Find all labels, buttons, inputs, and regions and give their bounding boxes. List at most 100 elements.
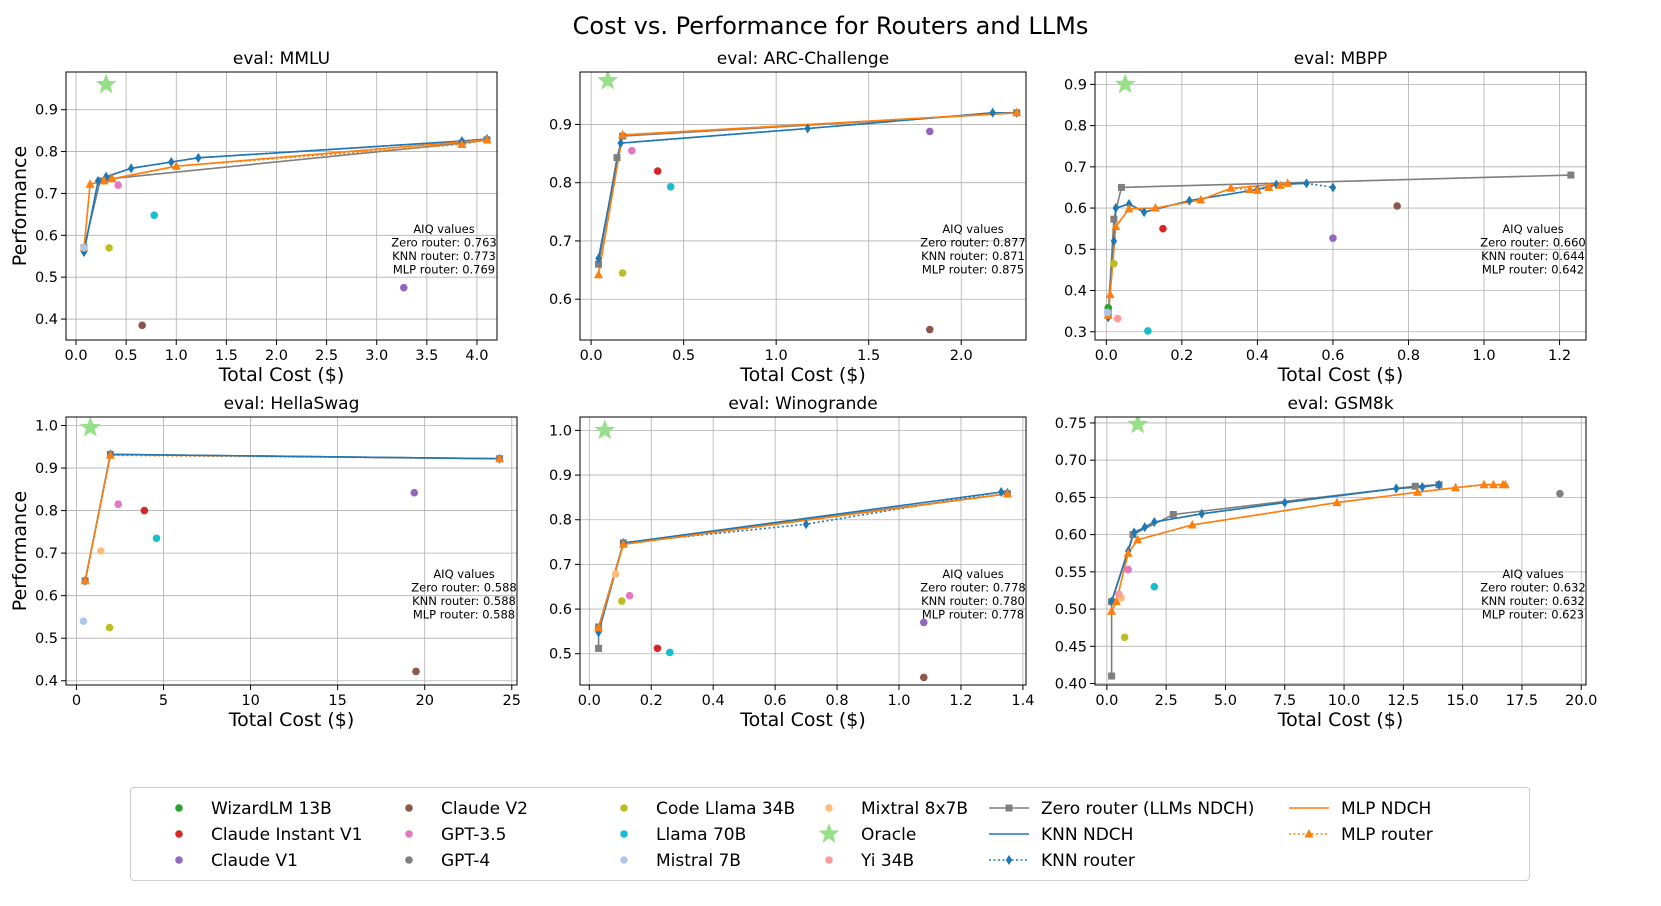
legend-item-claude-v2-marker [405,804,413,812]
chart-5-ytick-label: 0.75 [1055,416,1087,432]
chart-2-mlp-router-point [1283,178,1293,187]
chart-5-llm-point-yi-34b [1114,590,1123,598]
chart-5-knn-router-point [1198,508,1205,519]
chart-5-mlp-router-point [1187,519,1197,529]
chart-2-mlp-router-point [1111,221,1121,231]
chart-3-xtick-label: 10 [241,693,259,709]
legend-item-llama-70b-label: Llama 70B [656,825,746,845]
chart-4-xtick-label: 0.6 [764,693,787,709]
chart-4-xlabel: Total Cost ($) [739,709,866,731]
chart-5-knn-router-point [1130,527,1138,538]
chart-1-mlp-router-point [618,129,628,139]
legend-item-mixtral-8x7b-marker [825,804,833,812]
chart-0-mlp-router-point [457,139,467,148]
chart-2-mlp-router-point [1124,203,1134,213]
chart-4-ytick-label: 0.6 [549,602,572,618]
chart-2-xtick-label: 1.2 [1548,348,1571,364]
legend-item-gpt-4-marker [405,856,413,864]
legend-item-claude-v1-label: Claude V1 [211,851,298,871]
legend-item-claude-v1-marker [175,856,183,864]
legend-item-mlp-ndch-label: MLP NDCH [1341,799,1431,819]
legend-item-mlp-router: MLP router [1289,825,1433,845]
chart-5-mlp-router-point [1413,487,1423,496]
chart-5-llm-point-gpt-3-5 [1124,565,1133,574]
chart-2-knn-router-point [1303,178,1310,189]
subplot-mbpp: 0.0 0.2 0.4 0.6 0.8 1.0 1.2 0.3 0.4 0.5 0.6 0.7 0.8 0… [1064,49,1587,386]
chart-3-ytick-label: 1.0 [35,419,58,435]
legend-item-zero-router-llms-ndch--marker [1005,804,1013,812]
chart-0-aiq-knn: KNN router: 0.773 [392,249,496,263]
chart-4-mlp-router-point [618,539,628,548]
chart-1-aiq-mlp: MLP router: 0.875 [922,262,1024,276]
chart-5-data-layer [1107,417,1564,680]
chart-4-xtick-label: 1.4 [1011,693,1034,709]
chart-0-aiq-mlp: MLP router: 0.769 [393,262,495,276]
chart-0-ytick-label: 0.5 [35,270,58,286]
chart-3-mlp-router-point [495,453,505,463]
chart-5-mlp-router-point [1488,479,1498,489]
subplot-winogrande: 0.0 0.2 0.4 0.6 0.8 1.0 1.2 1.4 0.5 0.6 0.7 0.8 0.9 1… [549,394,1034,731]
chart-2-axes-frame [1094,71,1587,341]
chart-2-ytick-label: 0.4 [1064,284,1087,300]
chart-4-ytick-label: 0.8 [549,513,572,529]
chart-3-xlabel: Total Cost ($) [228,709,355,731]
chart-3-ytick-label: 0.5 [35,631,58,647]
chart-4-mlp-router-point [594,622,604,632]
chart-3-plot-area [66,417,517,685]
chart-2-ytick-label: 0.3 [1064,325,1087,341]
chart-0-xtick-label: 0.5 [115,348,138,364]
chart-5-aiq-knn: KNN router: 0.632 [1481,594,1585,608]
chart-4-xtick-label: 0.4 [702,693,725,709]
chart-2-knn-router-point [1140,207,1148,218]
chart-3-mlp-ndch-line [84,455,112,581]
chart-4-xtick-label: 1.0 [887,693,910,709]
chart-0-llm-point-mistral-7b [80,244,88,252]
chart-1-data-layer [594,72,1022,334]
chart-0-llm-point-claude-v2 [138,321,146,330]
chart-3-llm-point-claude-v1 [410,488,419,497]
chart-1-xlabel: Total Cost ($) [739,364,866,386]
chart-2-mlp-router-point [1150,203,1160,212]
legend-item-wizardlm-13b: WizardLM 13B [175,799,332,819]
chart-1-plot-area [580,72,1026,340]
chart-2-mlp-router-point [1196,194,1206,204]
chart-1-aiq-knn: KNN router: 0.871 [921,249,1025,263]
chart-4-aiq-knn: KNN router: 0.780 [921,594,1025,608]
chart-3-llm-point-gpt-3-5 [114,500,123,509]
chart-5-mlp-router-point [1500,479,1510,489]
chart-1-llm-point-claude-v2 [925,325,934,334]
legend-item-knn-router-label: KNN router [1041,851,1135,871]
chart-4-aiq-zero: Zero router: 0.778 [920,580,1025,594]
chart-5-aiq-heading: AIQ values [1502,567,1563,581]
legend-item-knn-ndch: KNN NDCH [989,825,1133,845]
legend-item-mlp-router-marker [1304,829,1314,838]
chart-2-llm-point-claude-v2 [1393,202,1401,210]
chart-5-plot-area [1095,417,1586,685]
chart-2-ytick-label: 0.9 [1064,77,1087,93]
legend-item-mlp-router-label: MLP router [1341,825,1433,845]
chart-2-zero-router-point [1117,183,1125,191]
chart-5-xtick-label: 5.0 [1214,693,1237,709]
legend-item-mistral-7b-marker [620,856,628,864]
legend-item-yi-34b-label: Yi 34B [860,851,914,871]
chart-5-ytick-label: 0.45 [1055,639,1087,655]
chart-5-axes-frame [1094,416,1587,686]
chart-0-oracle-point [95,73,117,94]
chart-3-xtick-label: 25 [503,693,521,709]
chart-0-xtick-label: 1.5 [215,348,238,364]
chart-4-ytick-label: 0.5 [549,647,572,663]
legend-item-knn-router-marker [1005,855,1013,865]
chart-2-ytick-label: 0.8 [1064,119,1087,135]
chart-3-title: eval: HellaSwag [224,394,360,414]
chart-0-data-layer [79,73,492,330]
figure-title: Cost vs. Performance for Routers and LLM… [572,12,1089,40]
chart-0-llm-point-llama-70b [150,211,159,220]
chart-0-xtick-label: 1.0 [165,348,188,364]
chart-3-llm-point-llama-70b [152,534,161,543]
chart-1-mlp-router-point [1012,107,1022,117]
chart-5-ytick-label: 0.70 [1055,453,1087,469]
legend-item-knn-ndch-label: KNN NDCH [1041,825,1133,845]
chart-5-xtick-label: 17.5 [1506,693,1538,709]
chart-0-knn-router-point [94,175,102,186]
chart-0-mlp-router-point [482,134,492,144]
